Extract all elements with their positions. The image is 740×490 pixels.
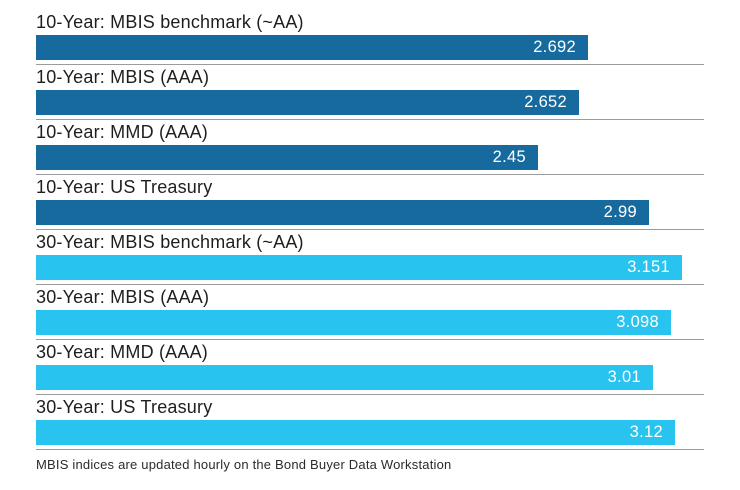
bar-track: 2.45 [36,145,704,170]
chart-row: 10-Year: US Treasury 2.99 [36,177,704,230]
row-separator [36,339,704,340]
bar-track: 3.098 [36,310,704,335]
bar-category-label: 10-Year: MBIS (AAA) [36,67,210,87]
chart-row: 10-Year: MMD (AAA) 2.45 [36,122,704,175]
chart-row: 10-Year: MBIS (AAA) 2.652 [36,67,704,120]
bar-value-label: 3.098 [616,313,659,331]
row-separator [36,119,704,120]
chart-rows: 10-Year: MBIS benchmark (~AA) 2.692 10-Yea… [36,12,704,450]
bar-value-label: 3.01 [607,368,641,386]
bar: 2.45 [36,145,538,170]
row-separator [36,229,704,230]
bar-value-label: 3.12 [629,423,663,441]
bar-track: 2.652 [36,90,704,115]
chart-row: 30-Year: MBIS (AAA) 3.098 [36,287,704,340]
bar-value-label: 2.652 [524,93,567,111]
chart-row: 30-Year: MBIS benchmark (~AA) 3.151 [36,232,704,285]
bar-category-label: 30-Year: MBIS benchmark (~AA) [36,232,304,252]
bar: 2.99 [36,200,649,225]
bar-category-label: 10-Year: MBIS benchmark (~AA) [36,12,304,32]
bar-track: 2.99 [36,200,704,225]
chart-row: 10-Year: MBIS benchmark (~AA) 2.692 [36,12,704,65]
bar: 3.098 [36,310,671,335]
bar: 3.12 [36,420,675,445]
row-separator [36,394,704,395]
bar-track: 2.692 [36,35,704,60]
bar-value-label: 2.45 [492,148,526,166]
bar: 2.652 [36,90,579,115]
row-separator [36,449,704,450]
row-separator [36,284,704,285]
row-separator [36,174,704,175]
chart-row: 30-Year: MMD (AAA) 3.01 [36,342,704,395]
chart-row: 30-Year: US Treasury 3.12 [36,397,704,450]
bar-category-label: 30-Year: US Treasury [36,397,213,417]
bar-category-label: 10-Year: MMD (AAA) [36,122,208,142]
bar-track: 3.12 [36,420,704,445]
bar: 2.692 [36,35,588,60]
bar-value-label: 2.99 [603,203,637,221]
bar-value-label: 3.151 [627,258,670,276]
bar-category-label: 30-Year: MBIS (AAA) [36,287,210,307]
bar-value-label: 2.692 [533,38,576,56]
bar-track: 3.151 [36,255,704,280]
bar: 3.01 [36,365,653,390]
row-separator [36,64,704,65]
bar: 3.151 [36,255,682,280]
bar-category-label: 30-Year: MMD (AAA) [36,342,208,362]
bar-category-label: 10-Year: US Treasury [36,177,213,197]
bar-track: 3.01 [36,365,704,390]
chart-footnote: MBIS indices are updated hourly on the B… [36,457,452,472]
